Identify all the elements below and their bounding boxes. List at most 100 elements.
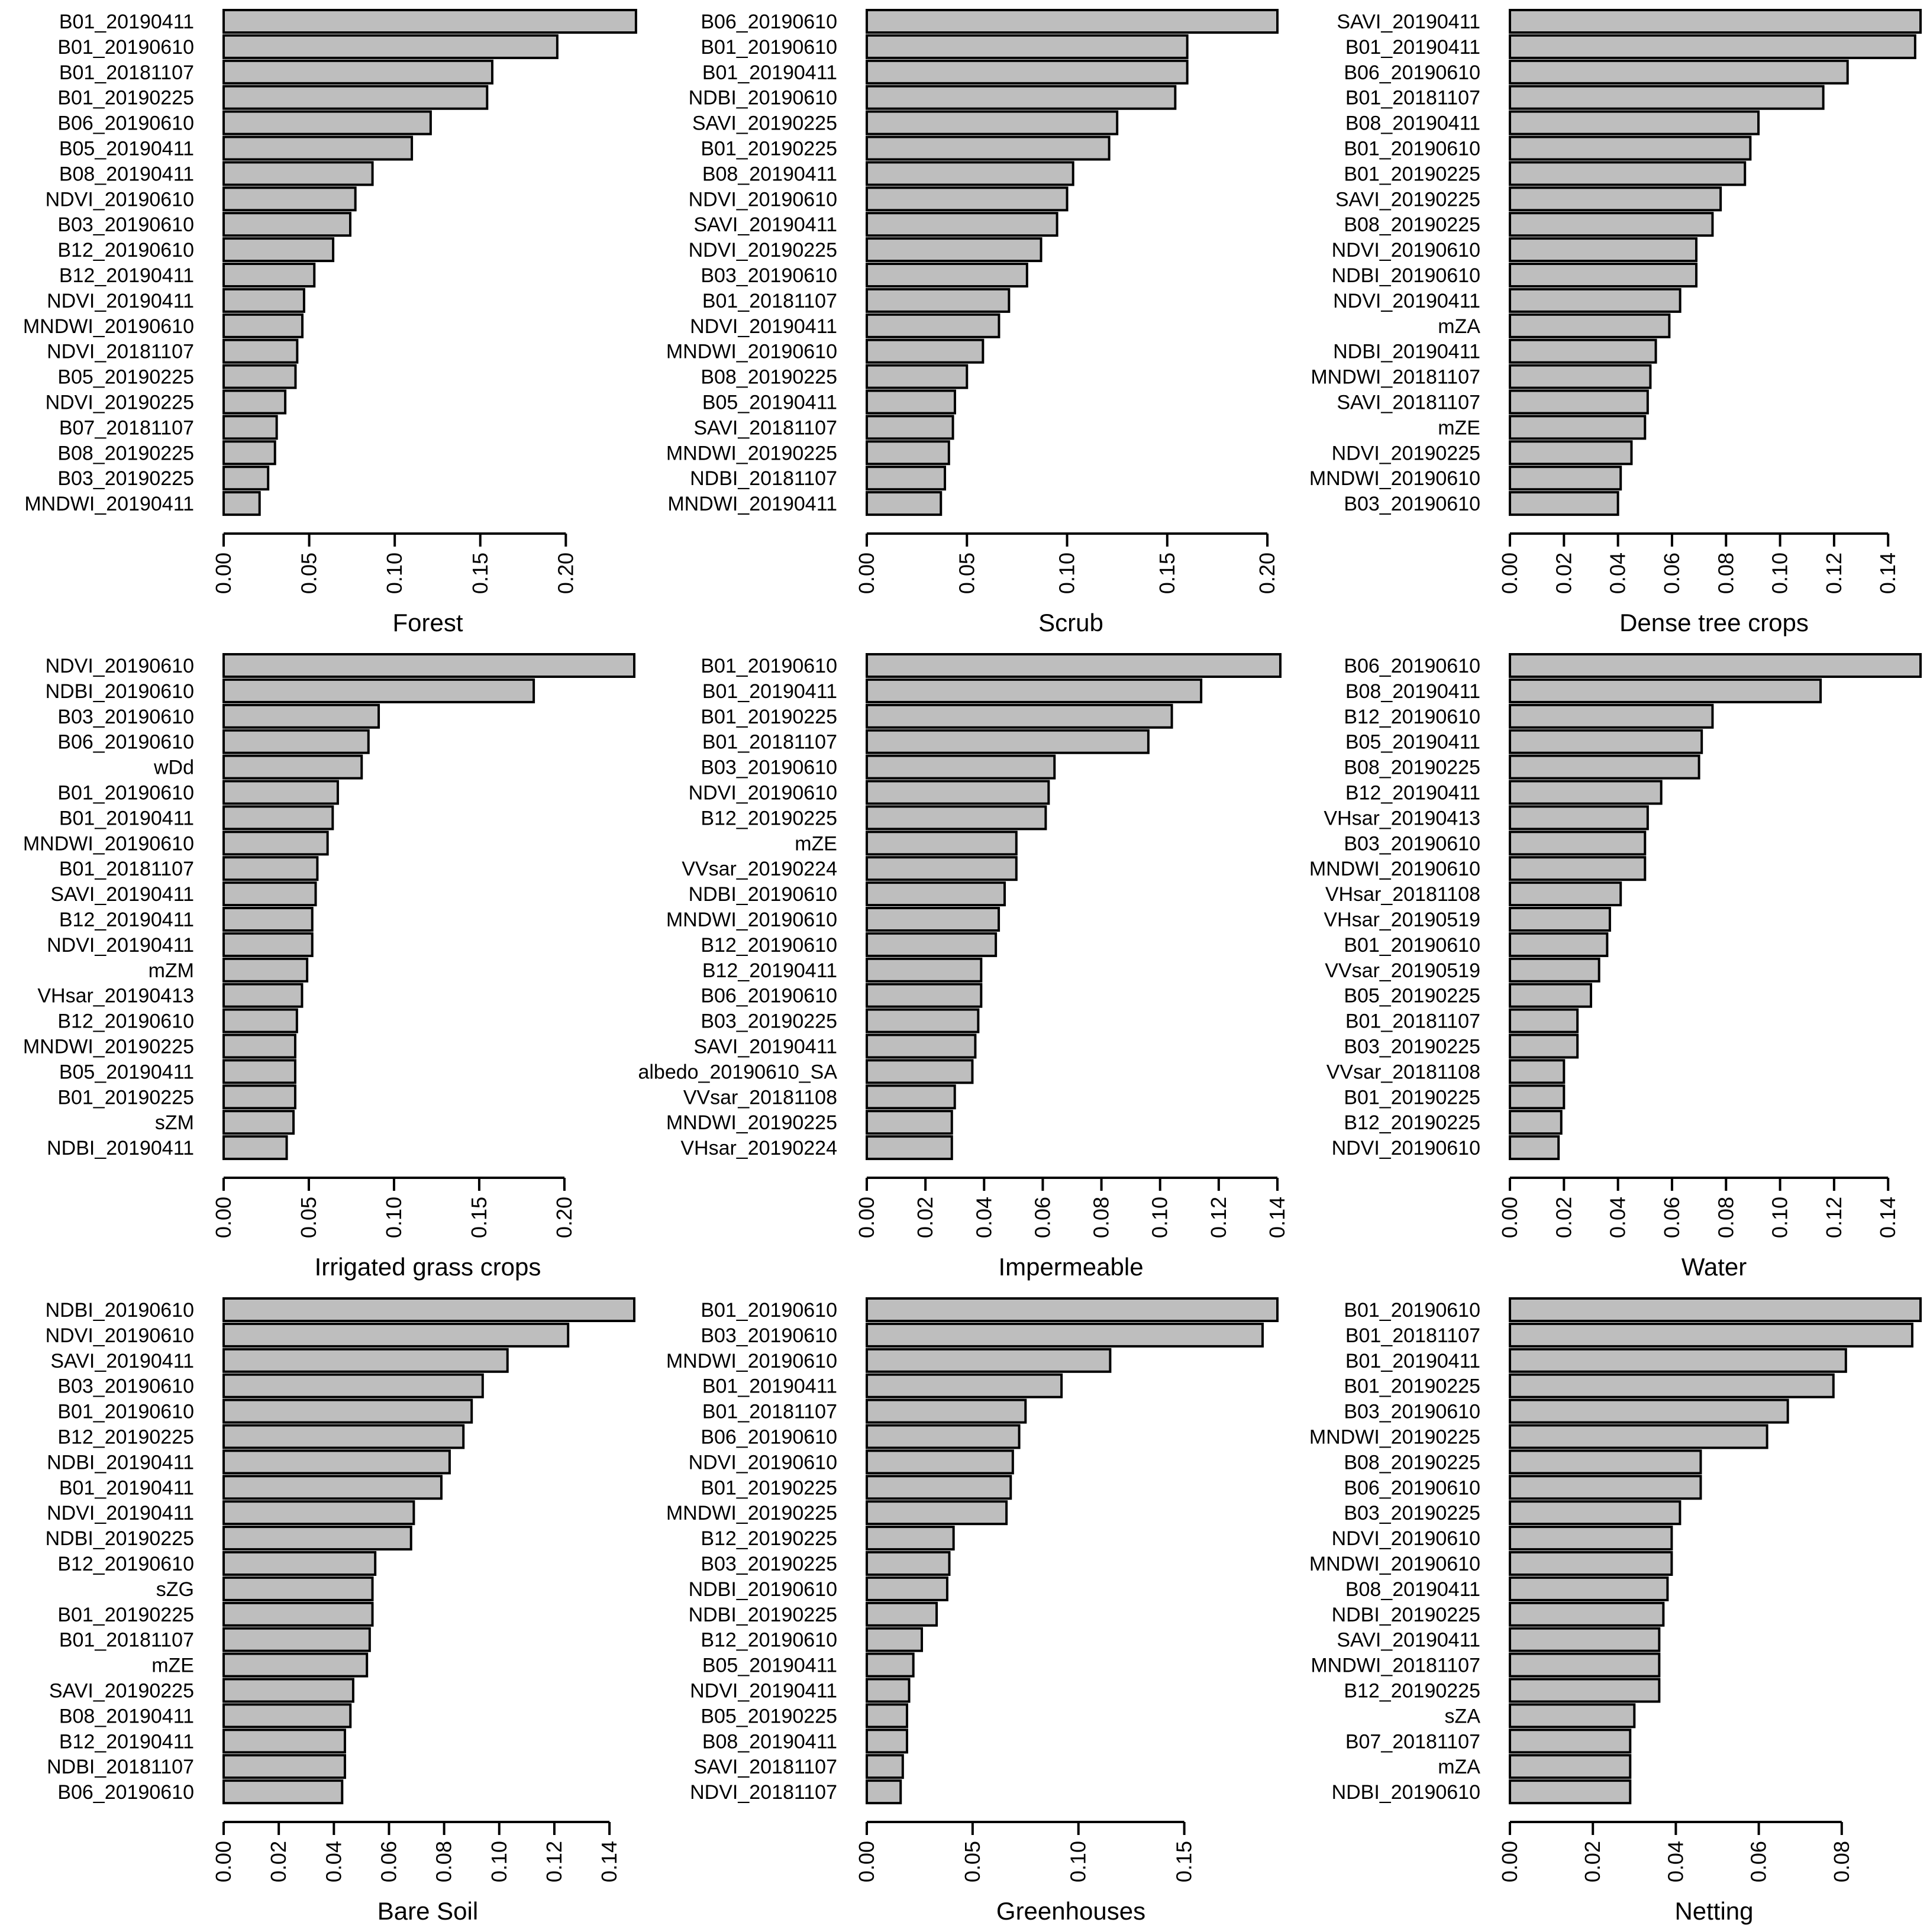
- category-label: VVsar_20190224: [682, 858, 837, 880]
- bar: [866, 856, 1018, 881]
- bar: [1509, 186, 1722, 212]
- bar: [866, 754, 1056, 780]
- bar: [222, 780, 339, 805]
- bar: [1509, 491, 1619, 516]
- bar: [866, 1110, 953, 1135]
- bar: [1509, 389, 1649, 415]
- category-label: MNDWI_20190610: [1309, 467, 1480, 490]
- category-label: mZA: [1438, 1756, 1480, 1778]
- bar: [1509, 1348, 1847, 1373]
- category-label: SAVI_20190411: [50, 1350, 194, 1372]
- category-label: SAVI_20190411: [50, 883, 194, 906]
- category-label: NDBI_20190610: [689, 883, 837, 906]
- x-tick-label: 0.08: [432, 1841, 456, 1882]
- category-label: sZA: [1445, 1705, 1481, 1727]
- bar: [1509, 754, 1700, 780]
- bar: [222, 212, 351, 237]
- category-label: mZE: [1438, 416, 1480, 439]
- x-tick-label: 0.04: [1663, 1841, 1687, 1882]
- x-tick-label: 0.08: [1089, 1197, 1114, 1238]
- bar: [222, 440, 276, 466]
- bar: [866, 186, 1069, 212]
- category-label: B08_20190225: [57, 442, 194, 464]
- category-label: B03_20190610: [701, 264, 837, 287]
- x-tick-label: 0.14: [1265, 1197, 1289, 1238]
- bar: [866, 415, 954, 440]
- bar: [866, 1551, 951, 1576]
- category-label: B01_20190610: [57, 36, 194, 59]
- x-axis-title: Scrub: [1038, 609, 1103, 637]
- bar: [866, 678, 1203, 703]
- x-tick-label: 0.02: [913, 1197, 937, 1238]
- category-label: NDVI_20190610: [689, 1451, 837, 1474]
- category-label: mZA: [1438, 315, 1480, 338]
- category-label: MNDWI_20190411: [667, 493, 837, 515]
- x-tick-label: 0.12: [542, 1841, 566, 1882]
- bar: [222, 856, 319, 881]
- x-tick-label: 0.10: [1768, 1197, 1792, 1238]
- category-label: MNDWI_20190610: [1309, 858, 1480, 880]
- bar: [866, 1008, 980, 1033]
- category-label: MNDWI_20190610: [23, 315, 194, 338]
- category-label: B12_20190610: [701, 934, 837, 957]
- category-label: NDVI_20190610: [1332, 1527, 1480, 1550]
- x-tick-label: 0.20: [553, 553, 577, 594]
- x-tick-label: 0.15: [468, 553, 492, 594]
- category-label: B06_20190610: [57, 112, 194, 135]
- bar: [866, 1576, 948, 1601]
- bar: [222, 466, 270, 491]
- category-label: B12_20190610: [701, 1629, 837, 1652]
- category-label: B06_20190610: [701, 1426, 837, 1449]
- bar: [222, 1526, 412, 1551]
- bar: [1509, 1627, 1661, 1652]
- x-tick-label: 0.08: [1713, 1197, 1738, 1238]
- category-label: B08_20190225: [1344, 214, 1480, 236]
- bar: [1509, 1754, 1632, 1779]
- bar: [866, 212, 1058, 237]
- bar: [222, 1110, 295, 1135]
- bar: [222, 678, 535, 703]
- bar: [866, 34, 1189, 59]
- category-label: B08_20190411: [1345, 1578, 1480, 1601]
- bar: [866, 1678, 911, 1703]
- bar: [866, 1033, 977, 1059]
- category-label: B05_20190411: [59, 138, 194, 160]
- category-label: sZM: [155, 1112, 194, 1134]
- x-axis-title: Netting: [1674, 1897, 1753, 1925]
- x-tick-label: 0.15: [1155, 553, 1179, 594]
- bar: [222, 1551, 377, 1576]
- category-label: B01_20190411: [1345, 1350, 1480, 1372]
- panel-irrigated-grass-crops: NDVI_20190610 NDBI_20190610 B03_20190610 B0…: [23, 653, 635, 1281]
- panel-dense-tree-crops: SAVI_20190411 B01_20190411 B06_20190610 B01…: [1309, 9, 1922, 637]
- bar: [222, 881, 317, 907]
- category-label: VHsar_20190413: [37, 985, 194, 1007]
- category-label: B12_20190610: [57, 239, 194, 261]
- category-label: NDVI_20190411: [1333, 290, 1480, 312]
- bar: [866, 287, 1011, 313]
- bar: [222, 805, 334, 831]
- bar: [222, 1322, 570, 1348]
- category-label: MNDWI_20190610: [666, 341, 837, 363]
- x-tick-label: 0.00: [1497, 553, 1522, 594]
- bar: [222, 415, 278, 440]
- bar: [1509, 805, 1649, 831]
- bar: [1509, 1033, 1579, 1059]
- category-label: B01_20190225: [1344, 1086, 1480, 1109]
- category-label: B06_20190610: [701, 11, 837, 33]
- x-axis-title: Impermeable: [998, 1253, 1143, 1281]
- bar: [866, 161, 1074, 186]
- category-label: NDBI_20190610: [1332, 264, 1480, 287]
- x-tick-label: 0.20: [1255, 553, 1279, 594]
- x-tick-label: 0.06: [1660, 553, 1684, 594]
- category-label: NDBI_20190225: [1332, 1604, 1480, 1626]
- bar: [866, 364, 969, 389]
- bar: [866, 85, 1177, 110]
- category-label: B12_20190411: [59, 909, 194, 931]
- x-tick-label: 0.00: [1497, 1841, 1522, 1882]
- bar: [866, 389, 956, 415]
- bar: [222, 729, 370, 754]
- bar: [222, 957, 309, 983]
- bar: [1509, 1449, 1702, 1475]
